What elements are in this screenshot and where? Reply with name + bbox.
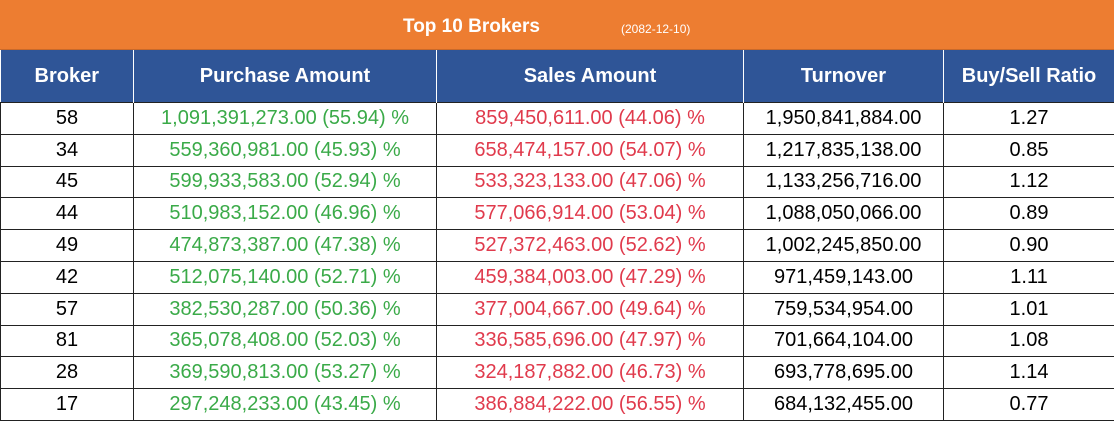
purchase-cell: 369,590,813.00 (53.27) % <box>133 356 437 390</box>
purchase-cell: 559,360,981.00 (45.93) % <box>133 133 437 167</box>
column-header: Purchase Amount <box>133 50 437 103</box>
table-row: 17 297,248,233.00 (43.45) % 386,884,222.00… <box>0 388 1114 421</box>
broker-cell: 44 <box>0 197 134 231</box>
sales-cell: 386,884,222.00 (56.55) % <box>436 388 744 421</box>
table-row: 58 1,091,391,273.00 (55.94) % 859,450,611.… <box>0 102 1114 135</box>
turnover-cell: 1,217,835,138.00 <box>743 133 944 167</box>
brokers-table: Broker Purchase Amount Sales Amount Turnove… <box>0 50 1114 421</box>
broker-cell: 34 <box>0 133 134 167</box>
broker-cell: 57 <box>0 292 134 326</box>
broker-cell: 58 <box>0 102 134 135</box>
broker-cell: 28 <box>0 356 134 390</box>
purchase-cell: 510,983,152.00 (46.96) % <box>133 197 437 231</box>
turnover-cell: 701,664,104.00 <box>743 324 944 358</box>
broker-cell: 17 <box>0 388 134 421</box>
ratio-cell: 0.89 <box>943 197 1114 231</box>
broker-cell: 42 <box>0 260 134 294</box>
table-row: 28 369,590,813.00 (53.27) % 324,187,882.00… <box>0 356 1114 390</box>
ratio-cell: 0.85 <box>943 133 1114 167</box>
sales-cell: 336,585,696.00 (47.97) % <box>436 324 744 358</box>
table-row: 34 559,360,981.00 (45.93) % 658,474,157.00… <box>0 133 1114 167</box>
purchase-cell: 382,530,287.00 (50.36) % <box>133 292 437 326</box>
ratio-cell: 1.27 <box>943 102 1114 135</box>
table-row: 44 510,983,152.00 (46.96) % 577,066,914.00… <box>0 197 1114 231</box>
ratio-cell: 0.90 <box>943 229 1114 262</box>
purchase-cell: 512,075,140.00 (52.71) % <box>133 260 437 294</box>
turnover-cell: 971,459,143.00 <box>743 260 944 294</box>
column-header: Buy/Sell Ratio <box>943 50 1114 103</box>
purchase-cell: 1,091,391,273.00 (55.94) % <box>133 102 437 135</box>
sales-cell: 533,323,133.00 (47.06) % <box>436 165 744 199</box>
sales-cell: 859,450,611.00 (44.06) % <box>436 102 744 135</box>
ratio-cell: 1.08 <box>943 324 1114 358</box>
purchase-cell: 365,078,408.00 (52.03) % <box>133 324 437 358</box>
turnover-cell: 693,778,695.00 <box>743 356 944 390</box>
broker-cell: 81 <box>0 324 134 358</box>
table-row: 45 599,933,583.00 (52.94) % 533,323,133.00… <box>0 165 1114 199</box>
date: (2082-12-10) <box>621 22 691 36</box>
ratio-cell: 1.01 <box>943 292 1114 326</box>
ratio-cell: 1.12 <box>943 165 1114 199</box>
ratio-cell: 1.14 <box>943 356 1114 390</box>
sales-cell: 658,474,157.00 (54.07) % <box>436 133 744 167</box>
column-header: Broker <box>0 50 134 103</box>
turnover-cell: 1,133,256,716.00 <box>743 165 944 199</box>
table-row: 49 474,873,387.00 (47.38) % 527,372,463.00… <box>0 229 1114 262</box>
table-row: 42 512,075,140.00 (52.71) % 459,384,003.00… <box>0 260 1114 294</box>
turnover-cell: 759,534,954.00 <box>743 292 944 326</box>
ratio-cell: 0.77 <box>943 388 1114 421</box>
table-row: 57 382,530,287.00 (50.36) % 377,004,667.00… <box>0 292 1114 326</box>
table-row: 81 365,078,408.00 (52.03) % 336,585,696.00… <box>0 324 1114 358</box>
sales-cell: 527,372,463.00 (52.62) % <box>436 229 744 262</box>
ratio-cell: 1.11 <box>943 260 1114 294</box>
turnover-cell: 1,002,245,850.00 <box>743 229 944 262</box>
table-body: 58 1,091,391,273.00 (55.94) % 859,450,611.… <box>0 102 1114 421</box>
turnover-cell: 1,950,841,884.00 <box>743 102 944 135</box>
header-row: Broker Purchase Amount Sales Amount Turnove… <box>0 50 1114 103</box>
broker-cell: 45 <box>0 165 134 199</box>
title-bar: Top 10 Brokers (2082-12-10) <box>0 0 1114 50</box>
sales-cell: 577,066,914.00 (53.04) % <box>436 197 744 231</box>
turnover-cell: 1,088,050,066.00 <box>743 197 944 231</box>
sales-cell: 459,384,003.00 (47.29) % <box>436 260 744 294</box>
purchase-cell: 474,873,387.00 (47.38) % <box>133 229 437 262</box>
sales-cell: 377,004,667.00 (49.64) % <box>436 292 744 326</box>
column-header: Sales Amount <box>436 50 744 103</box>
title: Top 10 Brokers <box>403 16 540 37</box>
purchase-cell: 599,933,583.00 (52.94) % <box>133 165 437 199</box>
purchase-cell: 297,248,233.00 (43.45) % <box>133 388 437 421</box>
column-header: Turnover <box>743 50 944 103</box>
turnover-cell: 684,132,455.00 <box>743 388 944 421</box>
sales-cell: 324,187,882.00 (46.73) % <box>436 356 744 390</box>
broker-cell: 49 <box>0 229 134 262</box>
